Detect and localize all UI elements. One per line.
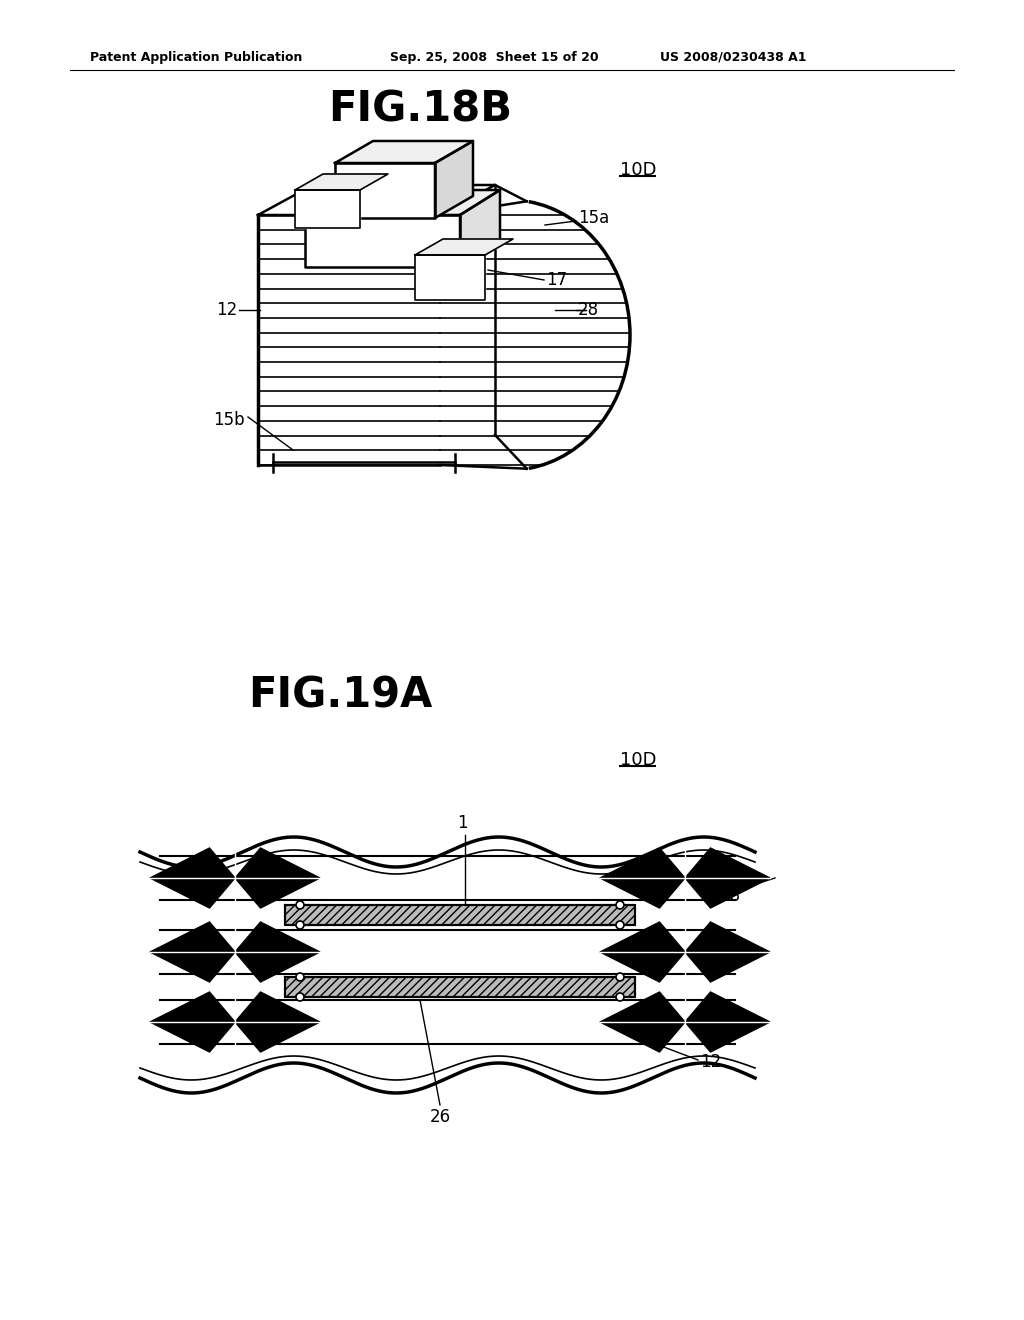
Text: 17: 17 xyxy=(546,271,567,289)
Polygon shape xyxy=(150,847,234,908)
Circle shape xyxy=(296,973,304,981)
Polygon shape xyxy=(258,185,495,215)
Polygon shape xyxy=(600,921,685,982)
Bar xyxy=(285,977,635,997)
Polygon shape xyxy=(335,162,435,218)
Polygon shape xyxy=(685,847,770,908)
Polygon shape xyxy=(600,847,685,908)
Circle shape xyxy=(616,902,624,909)
Circle shape xyxy=(616,973,624,981)
Text: Patent Application Publication: Patent Application Publication xyxy=(90,50,302,63)
Polygon shape xyxy=(150,921,234,982)
Polygon shape xyxy=(305,215,460,267)
Text: 26: 26 xyxy=(429,1107,451,1126)
Polygon shape xyxy=(335,141,473,162)
Polygon shape xyxy=(234,847,319,908)
Polygon shape xyxy=(234,921,319,982)
Text: 17: 17 xyxy=(359,148,381,166)
Text: 16: 16 xyxy=(430,199,452,216)
Text: 12: 12 xyxy=(700,1053,721,1071)
Polygon shape xyxy=(234,993,319,1052)
Text: FIG.19A: FIG.19A xyxy=(248,675,432,715)
Polygon shape xyxy=(685,993,770,1052)
Text: 1: 1 xyxy=(457,814,468,832)
Text: 15a: 15a xyxy=(578,209,609,227)
Text: 10D: 10D xyxy=(620,751,656,770)
Polygon shape xyxy=(600,993,685,1052)
Circle shape xyxy=(296,993,304,1001)
Text: 12: 12 xyxy=(216,301,237,319)
Text: FIG.18B: FIG.18B xyxy=(328,88,512,131)
Polygon shape xyxy=(295,190,360,228)
Polygon shape xyxy=(415,255,485,300)
Polygon shape xyxy=(415,239,513,255)
Text: 28: 28 xyxy=(720,887,741,906)
Polygon shape xyxy=(460,190,500,267)
Polygon shape xyxy=(295,174,388,190)
Polygon shape xyxy=(435,141,473,218)
Bar xyxy=(285,906,635,925)
Text: 15b: 15b xyxy=(213,411,245,429)
Circle shape xyxy=(296,921,304,929)
Text: 10D: 10D xyxy=(620,161,656,180)
Circle shape xyxy=(616,921,624,929)
Polygon shape xyxy=(685,921,770,982)
Circle shape xyxy=(616,993,624,1001)
Text: 28: 28 xyxy=(578,301,599,319)
Text: Sep. 25, 2008  Sheet 15 of 20: Sep. 25, 2008 Sheet 15 of 20 xyxy=(390,50,599,63)
Text: US 2008/0230438 A1: US 2008/0230438 A1 xyxy=(660,50,807,63)
Polygon shape xyxy=(150,993,234,1052)
Polygon shape xyxy=(305,190,500,215)
Circle shape xyxy=(296,902,304,909)
